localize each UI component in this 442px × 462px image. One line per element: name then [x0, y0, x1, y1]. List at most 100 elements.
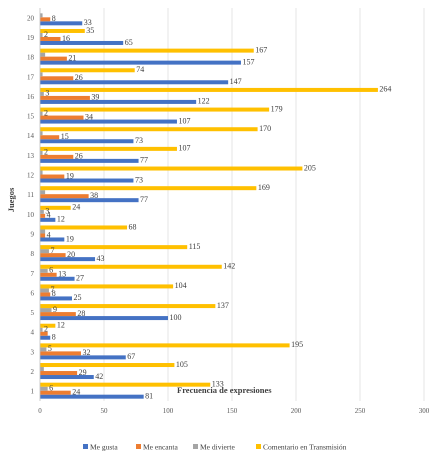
data-label: 33 [84, 18, 92, 27]
y-tick-label: 12 [27, 172, 35, 180]
bar-me-divierte [40, 170, 43, 175]
bar-comentario-en-transmisión [40, 304, 216, 309]
y-tick-label: 9 [31, 230, 35, 238]
legend-label: Me gusta [90, 443, 118, 452]
data-label: 100 [170, 313, 182, 322]
data-label: 21 [68, 53, 76, 62]
bar-me-gusta [40, 198, 139, 203]
bar-me-gusta [40, 60, 241, 65]
x-axis-title: Frecuencia de expresiones [177, 385, 272, 395]
data-label: 107 [178, 144, 190, 153]
y-tick-label: 20 [27, 14, 35, 22]
bar-me-encanta [40, 36, 61, 41]
data-label: 264 [379, 85, 391, 94]
bar-me-encanta [40, 213, 46, 218]
bar-me-gusta [40, 119, 177, 124]
data-label: 105 [176, 360, 188, 369]
data-label: 24 [72, 203, 80, 212]
y-tick-label: 7 [31, 270, 35, 278]
bar-me-encanta [40, 272, 57, 277]
data-label: 7 [50, 246, 54, 255]
data-label: 73 [135, 136, 143, 145]
y-tick-label: 8 [31, 250, 35, 258]
bar-me-gusta [40, 99, 197, 104]
data-label: 205 [304, 163, 316, 172]
data-label: 77 [140, 195, 148, 204]
bar-comentario-en-transmisión [40, 343, 290, 348]
data-label: 2 [44, 108, 48, 117]
y-tick-label: 3 [31, 348, 35, 356]
x-tick-label: 50 [101, 407, 109, 415]
data-label: 179 [271, 104, 283, 113]
gridlines [103, 8, 425, 401]
legend-label: Me encanta [143, 443, 178, 452]
bar-me-gusta [40, 276, 75, 281]
bars [40, 13, 378, 399]
bar-comentario-en-transmisión [40, 284, 174, 289]
bar-me-divierte [40, 367, 44, 372]
y-tick-label: 2 [31, 368, 35, 376]
bar-me-divierte [40, 52, 46, 57]
data-label: 8 [52, 289, 56, 298]
legend-swatch [256, 444, 261, 449]
legend-label: Me divierte [200, 443, 235, 452]
bar-me-encanta [40, 95, 90, 100]
y-tick-label: 13 [27, 152, 35, 160]
bar-me-encanta [40, 76, 74, 81]
bar-me-gusta [40, 335, 51, 340]
y-tick-label: 4 [31, 329, 35, 337]
data-label: 104 [175, 281, 187, 290]
y-tick-label: 10 [27, 211, 35, 219]
legend-label: Comentario en Transmisión [263, 443, 347, 452]
data-label: 34 [85, 112, 93, 121]
bar-me-gusta [40, 158, 139, 163]
bar-comentario-en-transmisión [40, 225, 128, 230]
data-label: 35 [86, 26, 94, 35]
bar-me-encanta [40, 292, 51, 297]
bar-comentario-en-transmisión [40, 245, 188, 250]
data-label: 77 [140, 156, 148, 165]
data-label: 2 [44, 148, 48, 157]
data-label: 12 [57, 215, 65, 224]
data-label: 68 [129, 222, 137, 231]
data-label: 38 [90, 191, 98, 200]
bar-me-encanta [40, 115, 84, 120]
bar-me-divierte [40, 308, 52, 313]
bar-comentario-en-transmisión [40, 382, 211, 387]
bar-me-encanta [40, 253, 66, 258]
bar-me-encanta [40, 390, 71, 395]
bar-me-gusta [40, 394, 144, 399]
bar-comentario-en-transmisión [40, 186, 257, 191]
bar-comentario-en-transmisión [40, 48, 254, 53]
bar-comentario-en-transmisión [40, 127, 258, 132]
data-label: 43 [97, 254, 105, 263]
bar-me-gusta [40, 217, 56, 222]
bar-comentario-en-transmisión [40, 68, 135, 73]
data-label: 122 [198, 97, 210, 106]
bar-me-divierte [40, 347, 47, 352]
data-label: 6 [49, 266, 53, 275]
legend-swatch [193, 444, 198, 449]
data-label: 29 [79, 368, 87, 377]
data-label: 24 [72, 387, 80, 396]
bar-me-divierte [40, 131, 43, 136]
data-label: 27 [76, 274, 84, 283]
bar-comentario-en-transmisión [40, 28, 85, 33]
bar-comentario-en-transmisión [40, 166, 303, 171]
y-tick-label: 18 [27, 54, 35, 62]
data-label: 3 [45, 89, 49, 98]
x-tick-label: 150 [227, 407, 238, 415]
data-label: 7 [50, 285, 54, 294]
data-label: 195 [291, 340, 303, 349]
data-label: 157 [242, 57, 254, 66]
y-tick-label: 6 [31, 289, 35, 297]
data-label: 12 [57, 321, 65, 330]
bar-me-encanta [40, 135, 60, 140]
y-tick-label: 19 [27, 34, 35, 42]
data-label: 39 [91, 93, 99, 102]
x-tick-label: 200 [291, 407, 302, 415]
data-label: 20 [67, 250, 75, 259]
y-tick-label: 15 [27, 113, 35, 121]
x-axis-ticks: 0 50 100 150 200 250 300 [38, 407, 430, 415]
